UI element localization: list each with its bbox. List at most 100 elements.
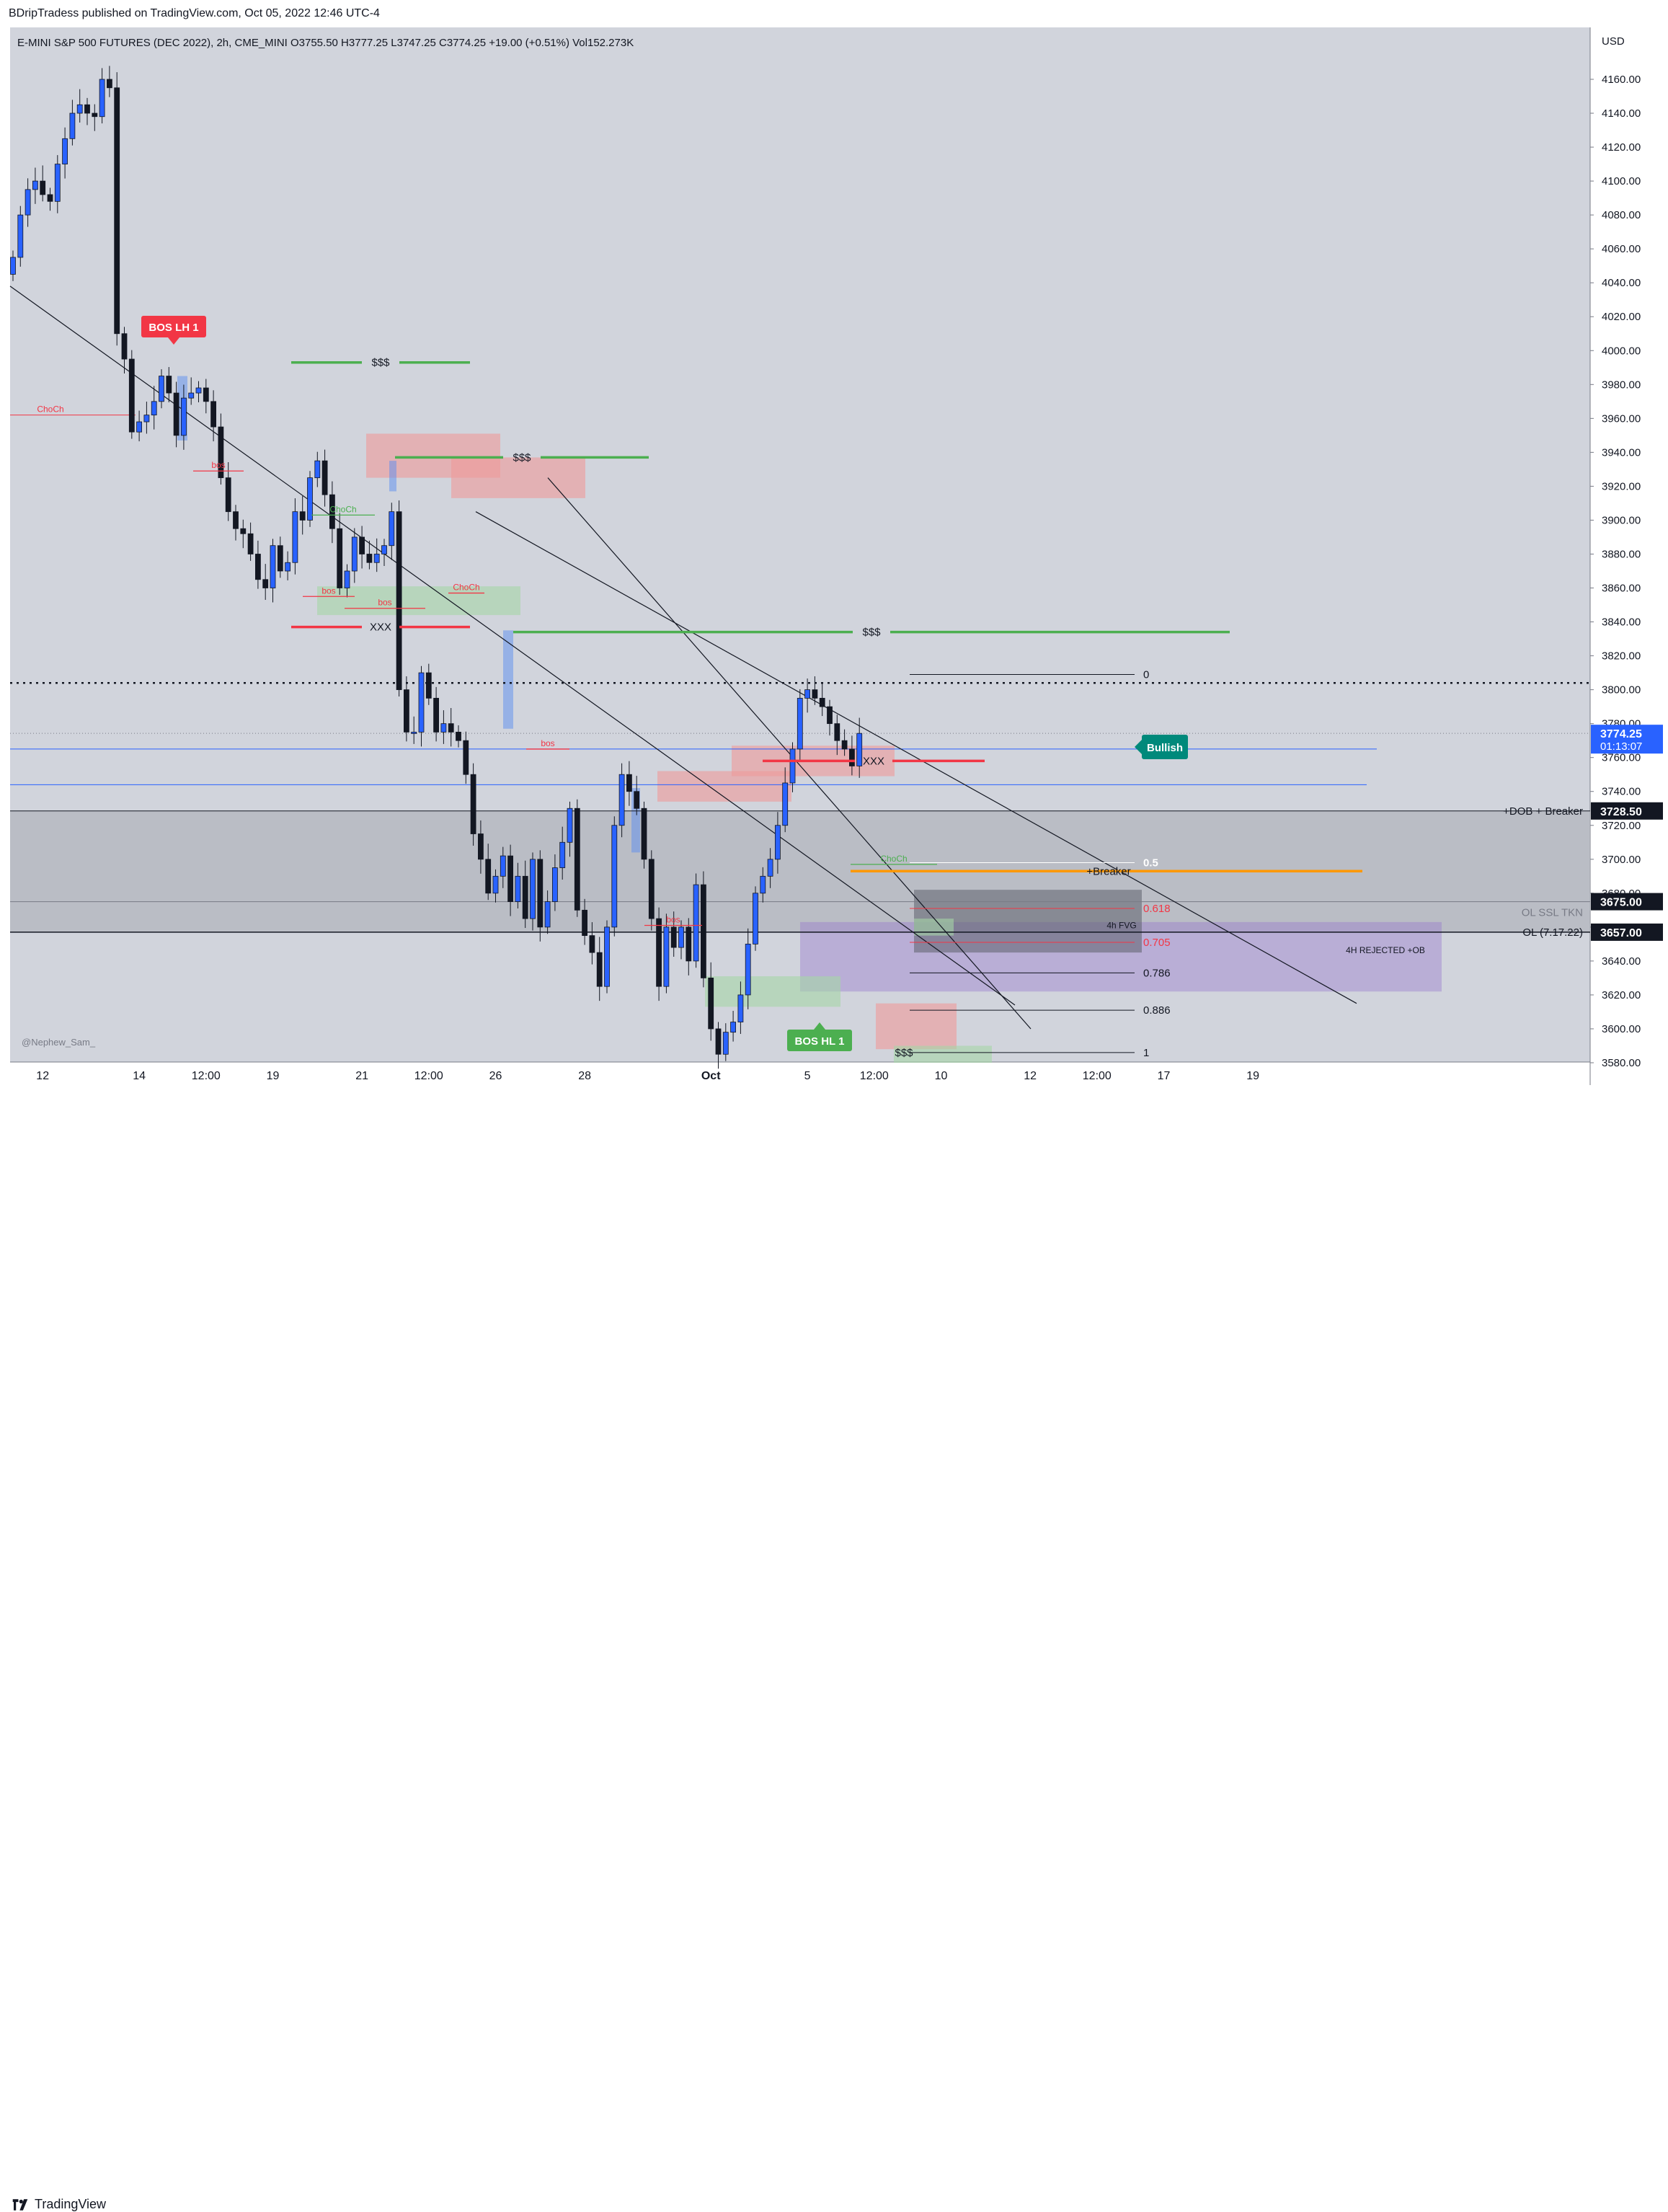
- candle: [648, 859, 655, 919]
- candle: [797, 697, 803, 750]
- price-badge-label: 3675.00: [1600, 897, 1642, 909]
- candle: [760, 875, 766, 894]
- liquidity-zone: [876, 1003, 957, 1050]
- x-tick-label: 10: [935, 1070, 948, 1082]
- candle: [552, 867, 558, 902]
- y-tick-label: 3740.00: [1602, 786, 1641, 798]
- candle: [827, 706, 833, 725]
- liquidity-zone: [894, 1045, 992, 1063]
- price-badge: [1591, 802, 1663, 820]
- candle: [247, 533, 254, 554]
- candle: [254, 554, 261, 580]
- bottom-bar: TradingView: [0, 1096, 1668, 2211]
- price-badge-label: 3657.00: [1600, 927, 1642, 939]
- price-badge-label: 3728.50: [1600, 806, 1642, 818]
- y-tick-label: 4060.00: [1602, 243, 1641, 255]
- candle: [634, 791, 640, 809]
- tradingview-brand[interactable]: TradingView: [10, 2197, 106, 2212]
- candle: [819, 697, 825, 707]
- y-tick-label: 3920.00: [1602, 480, 1641, 492]
- bos-2-label: bos: [321, 585, 335, 596]
- y-tick-label: 3600.00: [1602, 1023, 1641, 1035]
- candle: [76, 104, 83, 114]
- price-badge-label: 3774.25: [1600, 728, 1642, 740]
- order-block-highlight: [389, 461, 396, 492]
- x-tick-label: 19: [1246, 1070, 1259, 1082]
- candle: [448, 723, 454, 733]
- price-badge: [1591, 725, 1663, 754]
- bos-3-label: bos: [378, 598, 391, 608]
- y-tick-label: 3820.00: [1602, 650, 1641, 663]
- bullish-badge-label: Bullish: [1147, 742, 1183, 754]
- bullish-badge-tip: [1135, 740, 1142, 754]
- candle: [396, 511, 402, 691]
- candle: [329, 494, 335, 529]
- time-axis-background: [10, 1062, 1590, 1096]
- y-tick-label: 3860.00: [1602, 583, 1641, 595]
- candle: [559, 841, 566, 868]
- fib-label: 0.886: [1143, 1004, 1171, 1017]
- candle: [84, 104, 90, 114]
- candle: [856, 733, 863, 766]
- choch-1-label: ChoCh: [37, 404, 63, 415]
- y-tick-label: 4160.00: [1602, 74, 1641, 86]
- bullish-badge: Bullish: [1135, 735, 1188, 759]
- candle: [530, 859, 536, 919]
- price-badge: [1591, 893, 1663, 911]
- candle: [507, 855, 513, 902]
- candle: [321, 460, 328, 495]
- trend-line: [475, 511, 1357, 1004]
- candle: [159, 376, 164, 402]
- ol-label: OL (7.17.22): [1522, 926, 1583, 939]
- candle: [701, 884, 706, 978]
- liquidity-1-label: $$$: [371, 357, 390, 369]
- y-tick-label: 4000.00: [1602, 345, 1641, 357]
- candle: [686, 926, 692, 962]
- x-tick-label: 21: [355, 1070, 368, 1082]
- candle: [500, 855, 506, 877]
- ol-ssl-label: OL SSL TKN: [1522, 907, 1583, 919]
- candle: [92, 112, 98, 118]
- x-tick-label: Oct: [701, 1070, 721, 1082]
- rejected-ob-label: 4H REJECTED +OB: [1346, 945, 1425, 955]
- candle: [373, 554, 380, 563]
- candle: [470, 774, 476, 834]
- candle: [366, 554, 373, 563]
- x-tick-label: 14: [133, 1070, 146, 1082]
- candle: [136, 421, 143, 433]
- candle: [789, 748, 796, 784]
- candle: [121, 333, 128, 360]
- y-tick-label: 3720.00: [1602, 820, 1641, 832]
- breaker-label: +Breaker: [1086, 865, 1130, 877]
- candle: [151, 401, 157, 416]
- candle: [737, 994, 744, 1022]
- candle: [656, 918, 662, 987]
- candle: [17, 214, 24, 258]
- candle: [456, 732, 461, 741]
- y-tick-label: 3960.00: [1602, 412, 1641, 425]
- candle: [233, 511, 239, 529]
- candle: [203, 387, 209, 402]
- candle: [834, 723, 840, 741]
- x-tick-label: 17: [1158, 1070, 1171, 1082]
- candle: [715, 1028, 722, 1055]
- bos-4-label: bos: [541, 738, 554, 748]
- liquidity-zone: [705, 976, 840, 1007]
- liquidity-zone: [914, 919, 954, 936]
- bos-hl-badge-label: BOS HL 1: [795, 1035, 845, 1048]
- candle: [618, 774, 625, 826]
- candle: [425, 672, 432, 699]
- tradingview-logo-icon: [12, 2198, 28, 2211]
- y-tick-label: 3900.00: [1602, 514, 1641, 526]
- candle: [804, 689, 810, 699]
- candle: [567, 808, 573, 843]
- bos-hl-badge: BOS HL 1: [787, 1022, 852, 1051]
- currency-label: USD: [1602, 35, 1625, 48]
- fib-label: 0: [1143, 668, 1149, 681]
- liquidity-2-label: $$$: [513, 451, 531, 464]
- chart[interactable]: $$$ $$$ $$$ XXX XXX $$$ ChoCh bos ChoCh bos bos Cho…: [0, 0, 1668, 1096]
- publisher-line: BDripTradess published on TradingView.co…: [9, 7, 380, 19]
- candle: [485, 859, 492, 894]
- fib-label: 0.786: [1143, 967, 1171, 979]
- candle: [433, 697, 439, 733]
